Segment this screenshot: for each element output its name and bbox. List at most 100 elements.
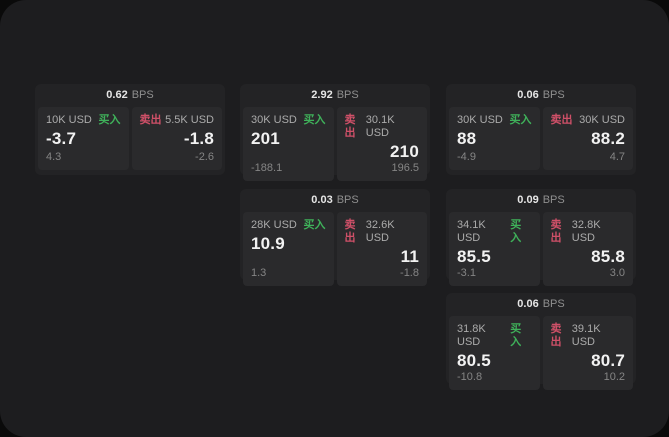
bps-suffix-label: BPS (542, 298, 565, 310)
sell-tile-top: 卖出 5.5K USD (140, 114, 215, 127)
sell-side-label: 卖出 (344, 114, 356, 139)
quote-card: 0.09 BPS 34.1K USD 买入 85.5 -3.1 卖出 32.8K… (446, 189, 636, 286)
sell-price-value: 210 (390, 142, 419, 161)
sell-tile-top: 卖出 32.8K USD (551, 219, 626, 245)
sell-sub-value: 4.7 (609, 151, 625, 163)
bps-suffix-label: BPS (542, 89, 565, 101)
bps-value: 0.09 (517, 194, 539, 206)
quote-tiles: 30K USD 买入 88 -4.9 卖出 30K USD 88.2 4.7 (449, 107, 633, 170)
card-header: 0.62 BPS (38, 84, 222, 107)
buy-price-value: 88 (457, 129, 477, 148)
buy-tile-top: 31.8K USD 买入 (457, 323, 532, 349)
sell-tile[interactable]: 卖出 5.5K USD -1.8 -2.6 (131, 107, 222, 170)
buy-tile[interactable]: 34.1K USD 买入 85.5 -3.1 (449, 212, 540, 286)
buy-side-label: 买入 (98, 114, 121, 126)
buy-sub-value: -4.9 (457, 151, 476, 163)
buy-tile[interactable]: 30K USD 买入 201 -188.1 (243, 107, 334, 181)
sell-tile-top: 卖出 30K USD (551, 114, 626, 127)
sell-side-label: 卖出 (344, 219, 356, 244)
bps-value: 0.62 (106, 89, 128, 101)
buy-tile-top: 30K USD 买入 (251, 114, 326, 127)
sell-amount: 39.1K USD (571, 323, 601, 348)
sell-price-value: -1.8 (183, 129, 214, 148)
bps-value: 0.06 (517, 298, 539, 310)
buy-tile-top: 34.1K USD 买入 (457, 219, 532, 245)
bps-value: 0.06 (517, 89, 539, 101)
buy-tile[interactable]: 30K USD 买入 88 -4.9 (449, 107, 540, 170)
buy-amount: 28K USD (251, 219, 297, 231)
sell-amount: 30K USD (579, 114, 625, 126)
buy-tile[interactable]: 28K USD 买入 10.9 1.3 (243, 212, 334, 286)
buy-tile-top: 30K USD 买入 (457, 114, 532, 127)
quote-card: 0.06 BPS 31.8K USD 买入 80.5 -10.8 卖出 39.1… (446, 293, 636, 390)
card-header: 0.06 BPS (449, 84, 633, 107)
quote-card: 0.62 BPS 10K USD 买入 -3.7 4.3 卖出 5.5K USD… (35, 84, 225, 175)
sell-amount: 5.5K USD (165, 114, 214, 126)
sell-side-label: 卖出 (550, 323, 562, 348)
buy-tile-top: 10K USD 买入 (46, 114, 121, 127)
quote-card: 0.06 BPS 30K USD 买入 88 -4.9 卖出 30K USD 8… (446, 84, 636, 175)
card-header: 0.09 BPS (449, 189, 633, 212)
quote-card: 0.03 BPS 28K USD 买入 10.9 1.3 卖出 32.6K US… (240, 189, 430, 286)
buy-amount: 10K USD (46, 114, 92, 126)
buy-sub-value: -3.1 (457, 267, 476, 279)
sell-sub-value: -2.6 (195, 151, 214, 163)
buy-sub-value: 1.3 (251, 267, 267, 279)
quote-tiles: 31.8K USD 买入 80.5 -10.8 卖出 39.1K USD 80.… (449, 316, 633, 390)
buy-tile-top: 28K USD 买入 (251, 219, 326, 232)
bps-suffix-label: BPS (542, 194, 565, 206)
sell-price-value: 88.2 (591, 129, 625, 148)
sell-tile[interactable]: 卖出 32.6K USD 11 -1.8 (336, 212, 427, 286)
buy-price-value: 80.5 (457, 351, 491, 370)
quote-tiles: 34.1K USD 买入 85.5 -3.1 卖出 32.8K USD 85.8… (449, 212, 633, 286)
sell-sub-value: 196.5 (391, 162, 419, 174)
sell-side-label: 卖出 (550, 114, 573, 126)
card-header: 0.06 BPS (449, 293, 633, 316)
bps-value: 2.92 (311, 89, 333, 101)
buy-amount: 34.1K USD (457, 219, 486, 244)
sell-sub-value: 3.0 (609, 267, 625, 279)
sell-amount: 32.8K USD (571, 219, 601, 244)
buy-price-value: 201 (251, 129, 280, 148)
card-header: 0.03 BPS (243, 189, 427, 212)
sell-price-value: 11 (400, 247, 419, 266)
buy-sub-value: 4.3 (46, 151, 62, 163)
bps-value: 0.03 (311, 194, 333, 206)
sell-price-value: 80.7 (591, 351, 625, 370)
bps-suffix-label: BPS (336, 194, 359, 206)
bps-suffix-label: BPS (336, 89, 359, 101)
quote-tiles: 28K USD 买入 10.9 1.3 卖出 32.6K USD 11 -1.8 (243, 212, 427, 286)
buy-tile[interactable]: 10K USD 买入 -3.7 4.3 (38, 107, 129, 170)
buy-price-value: -3.7 (46, 129, 77, 148)
sell-tile[interactable]: 卖出 30.1K USD 210 196.5 (336, 107, 427, 181)
buy-sub-value: -188.1 (251, 162, 283, 174)
sell-tile[interactable]: 卖出 32.8K USD 85.8 3.0 (542, 212, 633, 286)
buy-side-label: 买入 (510, 219, 522, 244)
buy-side-label: 买入 (303, 219, 326, 231)
quote-tiles: 10K USD 买入 -3.7 4.3 卖出 5.5K USD -1.8 -2.… (38, 107, 222, 170)
sell-tile[interactable]: 卖出 39.1K USD 80.7 10.2 (542, 316, 633, 390)
buy-tile[interactable]: 31.8K USD 买入 80.5 -10.8 (449, 316, 540, 390)
sell-amount: 32.6K USD (365, 219, 395, 244)
buy-amount: 31.8K USD (457, 323, 486, 348)
quote-tiles: 30K USD 买入 201 -188.1 卖出 30.1K USD 210 1… (243, 107, 427, 181)
sell-tile-top: 卖出 32.6K USD (345, 219, 420, 245)
sell-sub-value: -1.8 (400, 267, 419, 279)
sell-side-label: 卖出 (550, 219, 562, 244)
buy-amount: 30K USD (251, 114, 297, 126)
sell-tile-top: 卖出 39.1K USD (551, 323, 626, 349)
buy-price-value: 85.5 (457, 247, 491, 266)
card-header: 2.92 BPS (243, 84, 427, 107)
sell-tile[interactable]: 卖出 30K USD 88.2 4.7 (542, 107, 633, 170)
sell-tile-top: 卖出 30.1K USD (345, 114, 420, 140)
buy-side-label: 买入 (303, 114, 326, 126)
sell-price-value: 85.8 (591, 247, 625, 266)
buy-side-label: 买入 (510, 323, 522, 348)
quote-card: 2.92 BPS 30K USD 买入 201 -188.1 卖出 30.1K … (240, 84, 430, 181)
bps-suffix-label: BPS (131, 89, 154, 101)
sell-amount: 30.1K USD (365, 114, 395, 139)
sell-side-label: 卖出 (139, 114, 162, 126)
buy-side-label: 买入 (509, 114, 532, 126)
